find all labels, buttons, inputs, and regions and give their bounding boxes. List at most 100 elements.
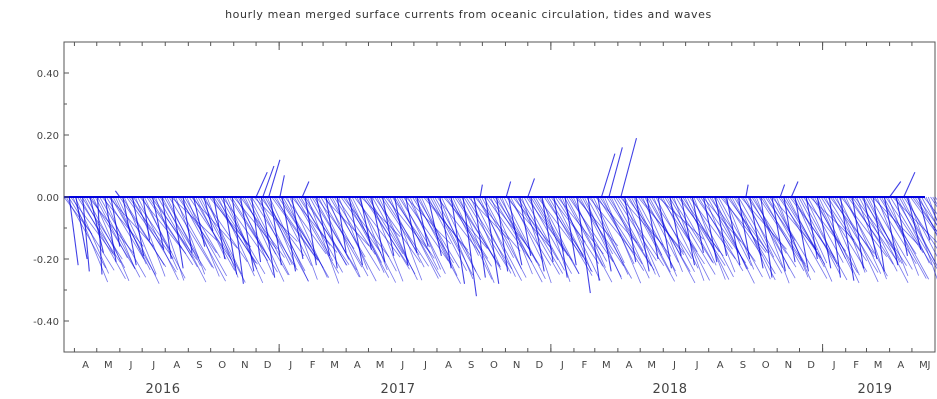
vector-stick — [711, 196, 755, 284]
vector-stick — [604, 196, 642, 284]
vector-stick — [242, 196, 289, 276]
vector-stick — [157, 196, 198, 268]
vector-stick — [279, 175, 285, 198]
vector-stick — [845, 196, 882, 274]
vector-stick — [378, 196, 410, 262]
vector-stick — [552, 196, 588, 264]
vector-stick — [318, 196, 350, 260]
vector-stick — [101, 196, 144, 247]
vector-stick — [653, 196, 683, 272]
vector-stick — [776, 196, 809, 278]
vector-stick — [572, 196, 606, 268]
x-month-label: J — [129, 360, 133, 371]
vector-stick — [479, 184, 483, 198]
vector-stick — [458, 196, 495, 283]
x-month-label: N — [241, 360, 248, 371]
vector-stick — [720, 196, 767, 253]
vector-stick — [751, 196, 797, 268]
vector-stick — [414, 196, 461, 284]
vector-stick — [576, 196, 591, 294]
vector-stick — [376, 196, 418, 281]
vector-stick — [724, 196, 755, 270]
vector-stick — [811, 196, 858, 274]
x-month-label: M — [647, 360, 656, 371]
vector-stick — [620, 137, 638, 198]
vector-stick — [266, 196, 297, 267]
vector-stick — [324, 196, 369, 277]
vector-stick — [370, 196, 386, 263]
vector-stick — [561, 196, 592, 272]
vector-stick — [671, 196, 713, 263]
x-month-label: M — [602, 360, 611, 371]
vector-stick — [642, 196, 678, 277]
vector-stick — [112, 196, 151, 271]
vector-stick — [396, 196, 439, 279]
vector-stick — [331, 196, 377, 282]
vector-stick — [271, 196, 318, 261]
vector-stick — [668, 196, 716, 275]
vector-stick — [532, 196, 569, 256]
vector-stick — [785, 196, 817, 251]
vector-stick — [802, 196, 847, 252]
vector-stick — [568, 196, 614, 262]
vector-stick — [358, 196, 388, 271]
vector-stick — [662, 196, 699, 269]
vector-stick — [559, 196, 601, 281]
x-month-label: A — [354, 360, 361, 371]
x-month-label: S — [468, 360, 474, 371]
x-month-label: A — [897, 360, 904, 371]
vector-stick — [226, 196, 258, 270]
vector-stick — [369, 196, 404, 282]
vector-stick — [528, 196, 572, 274]
vector-stick — [450, 196, 479, 256]
x-month-label: J — [288, 360, 292, 371]
vector-stick — [657, 196, 673, 269]
vector-stick — [159, 196, 207, 271]
vector-stick — [849, 196, 894, 265]
vector-stick — [648, 196, 696, 284]
vector-stick — [680, 196, 726, 266]
vector-stick — [503, 196, 546, 279]
x-month-label: J — [672, 360, 676, 371]
x-month-label: J — [423, 360, 427, 371]
vector-stick — [858, 196, 898, 272]
x-month-label: A — [445, 360, 452, 371]
vector-stick — [769, 196, 816, 273]
vector-stick — [809, 196, 855, 241]
vector-stick — [83, 196, 114, 255]
x-year-label: 2019 — [857, 382, 892, 397]
vector-stick — [89, 196, 104, 253]
vector-stick — [293, 196, 340, 274]
vector-stick — [309, 196, 347, 266]
vector-stick — [301, 181, 310, 198]
vector-stick — [586, 196, 632, 279]
vector-stick — [82, 196, 90, 272]
vector-stick — [927, 196, 937, 222]
vector-stick — [340, 196, 382, 254]
vector-stick — [264, 196, 306, 272]
vector-stick — [800, 196, 848, 281]
vector-stick — [527, 178, 536, 198]
vector-stick — [889, 181, 902, 198]
vector-stick — [827, 196, 863, 254]
vector-stick — [122, 196, 137, 266]
vector-stick — [141, 196, 186, 279]
vector-stick — [77, 196, 121, 263]
x-month-label: D — [807, 360, 815, 371]
vector-stick — [470, 196, 501, 267]
x-month-label: S — [196, 360, 202, 371]
vector-stick — [447, 196, 489, 259]
vector-stick — [621, 196, 656, 275]
vector-stick — [704, 196, 736, 273]
vector-stick — [599, 196, 643, 265]
vector-stick — [914, 196, 937, 233]
vector-stick — [715, 196, 752, 267]
vector-stick — [182, 196, 227, 277]
x-month-label: A — [173, 360, 180, 371]
vector-stick — [686, 196, 730, 280]
vector-stick — [161, 196, 207, 283]
vector-stick — [592, 196, 625, 264]
x-month-label: J — [400, 360, 404, 371]
vector-stick — [697, 196, 744, 272]
